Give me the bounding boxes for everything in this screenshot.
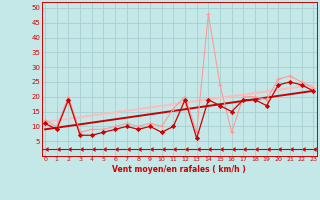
X-axis label: Vent moyen/en rafales ( km/h ): Vent moyen/en rafales ( km/h ) bbox=[112, 165, 246, 174]
